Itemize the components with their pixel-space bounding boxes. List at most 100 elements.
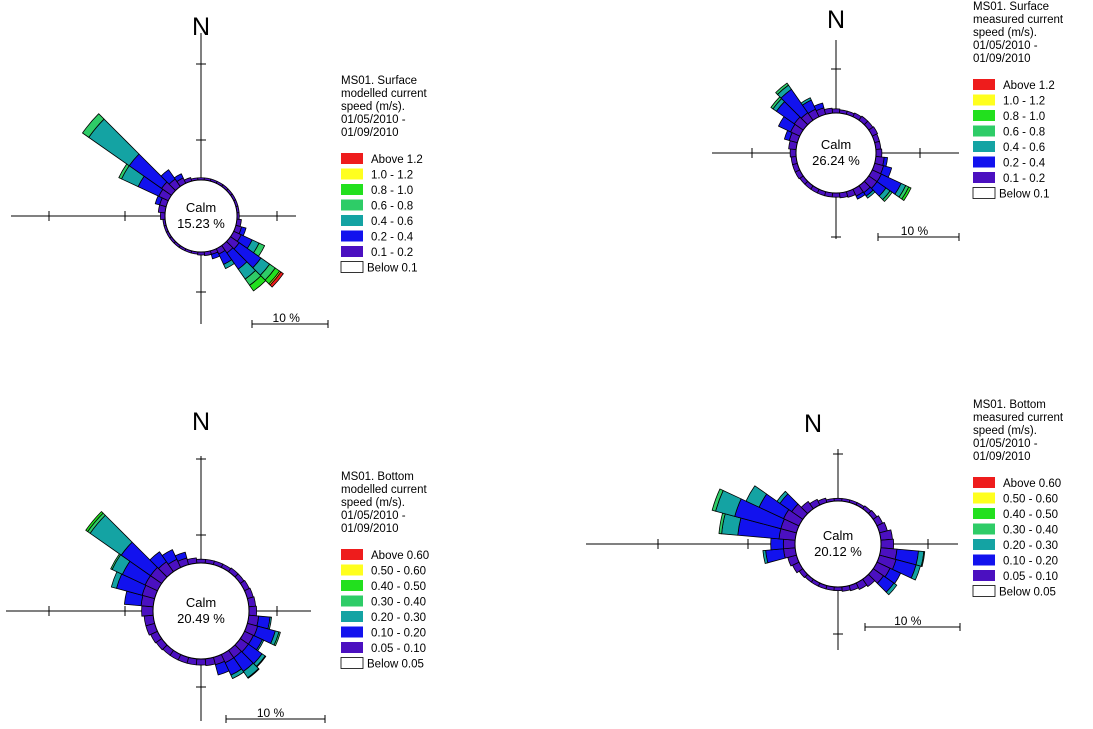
rose-bar-segment (82, 113, 105, 138)
legend-swatch (973, 94, 995, 106)
north-label: N (827, 6, 845, 34)
legend-item-label: 0.6 - 0.8 (371, 201, 413, 213)
rose-sector-310 (82, 113, 176, 196)
legend-item-label: Above 0.60 (1003, 478, 1061, 490)
rose-bar-segment (800, 97, 812, 106)
scale-bar: 10 % (225, 706, 326, 723)
rose-bar-segment (247, 668, 260, 679)
rose-sector-180 (195, 658, 207, 666)
legend-item-label: 0.6 - 0.8 (1003, 127, 1045, 139)
rose-sector-140 (221, 241, 267, 292)
rose-bar-segment (711, 488, 724, 512)
legend-swatch (973, 570, 995, 581)
north-label: N (192, 408, 210, 436)
legend-swatch (972, 187, 996, 199)
legend-title-line: speed (m/s). (973, 27, 1037, 39)
legend-item-label: Above 1.2 (371, 154, 423, 166)
rose-sector-130 (863, 175, 893, 202)
north-label: N (804, 410, 822, 438)
calm-circle (164, 179, 238, 253)
legend-swatch (340, 657, 364, 669)
legend-title-line: 01/09/2010 (973, 451, 1031, 463)
legend-swatch (341, 153, 363, 164)
legend-swatch (340, 261, 364, 273)
legend-item-label: 0.4 - 0.6 (1003, 142, 1045, 154)
rose-sector-310 (776, 490, 808, 520)
rose-sector-130 (234, 638, 267, 668)
legend-swatch (341, 246, 363, 257)
rose-bar-segment (813, 102, 825, 112)
legend-item-label: 0.20 - 0.30 (371, 612, 426, 624)
rose-sector-120 (868, 169, 912, 201)
rose-sector-180 (831, 192, 841, 198)
legend-title-line: 01/05/2010 - (341, 114, 406, 126)
rose-bar-segment (762, 549, 769, 564)
legend-swatch (973, 554, 995, 566)
rose-sector-270 (160, 212, 166, 220)
legend-swatch (341, 184, 363, 195)
legend-item-label: 0.40 - 0.50 (1003, 509, 1058, 521)
legend-swatch (972, 585, 996, 597)
rose-bar-segment (223, 259, 235, 269)
rose-bar-segment (173, 173, 184, 182)
rose-sector-270 (789, 148, 797, 158)
rose-sector-90 (248, 605, 258, 617)
legend-title-line: 01/09/2010 (973, 53, 1031, 65)
rose-bar-segment (882, 190, 893, 202)
scale-bar-label: 10 % (901, 224, 929, 238)
legend-swatch (973, 172, 995, 183)
legend-swatch (973, 477, 995, 488)
rose-bar-segment (269, 271, 284, 288)
legend-item-label: 0.10 - 0.20 (1003, 556, 1058, 568)
rose-sector-90 (875, 148, 883, 158)
legend-title-line: measured current (973, 14, 1064, 26)
rose-bar-segment (273, 631, 281, 647)
legend-title-line: speed (m/s). (341, 101, 405, 113)
legend-item-label: 0.50 - 0.60 (1003, 494, 1058, 506)
rose-bar-segment (880, 538, 895, 550)
rose-bar-segment (901, 186, 912, 201)
legend-swatch (973, 508, 995, 519)
rose-bar-segment (831, 108, 841, 114)
rose-bar-segment (210, 251, 221, 260)
legend-swatch (341, 564, 363, 576)
rose-bar-segment (765, 548, 786, 564)
legend-title-line: 01/09/2010 (341, 523, 399, 535)
rose-bar-segment (770, 537, 784, 551)
legend-swatch (973, 523, 995, 535)
legend-item-label: 0.05 - 0.10 (371, 643, 426, 655)
rose-bar-segment (855, 191, 866, 200)
legend-swatch (973, 125, 995, 137)
scale-bar: 10 % (877, 224, 960, 241)
rose-sector-310 (85, 511, 168, 584)
legend-item-label: 0.4 - 0.6 (371, 216, 413, 228)
rose-sector-0 (831, 108, 841, 114)
legend-title-line: MS01. Surface (341, 75, 417, 87)
scale-bar-label: 10 % (257, 706, 285, 720)
legend-item-label: 1.0 - 1.2 (1003, 96, 1045, 108)
rose-sector-90 (880, 538, 895, 550)
rose-bar-segment (789, 148, 797, 158)
calm-value: 26.24 % (812, 153, 860, 168)
legend-item-label: 0.2 - 0.4 (371, 232, 414, 244)
legend-title-line: 01/09/2010 (341, 127, 399, 139)
legend-swatch (973, 492, 995, 504)
legend-swatch (341, 168, 363, 180)
calm-circle (152, 562, 250, 660)
legend-item-label: 0.8 - 1.0 (371, 185, 413, 197)
calm-circle (794, 500, 882, 588)
legend-swatch (341, 199, 363, 211)
calm-value: 20.49 % (177, 611, 225, 626)
rose-bar-segment (782, 538, 796, 550)
rose-sector-280 (718, 512, 797, 541)
legend-swatch (973, 539, 995, 550)
legend-item-label: 0.30 - 0.40 (1003, 525, 1058, 537)
rose-sector-300 (118, 163, 172, 202)
legend-swatch (341, 580, 363, 591)
rose-bar-segment (230, 668, 245, 680)
rose-sector-290 (711, 488, 800, 534)
legend-swatch (341, 215, 363, 226)
rose-bar-segment (141, 605, 154, 617)
